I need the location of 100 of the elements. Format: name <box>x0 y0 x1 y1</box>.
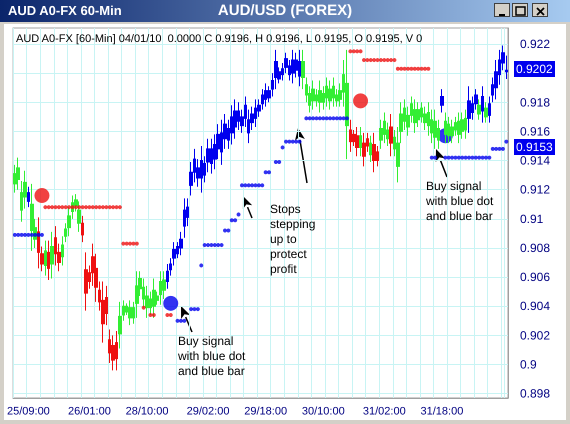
y-tick-label: 0.898 <box>520 386 550 401</box>
point <box>389 58 394 62</box>
point <box>74 205 78 210</box>
point <box>152 312 156 317</box>
text: 0.9202 <box>514 61 555 77</box>
candlestick <box>349 119 352 152</box>
point <box>121 242 126 246</box>
candlestick <box>115 330 118 371</box>
point <box>362 58 366 62</box>
point <box>46 205 51 210</box>
point <box>365 58 370 62</box>
y-tick-label: 0.912 <box>520 182 550 197</box>
point <box>87 205 92 210</box>
candlestick <box>477 98 481 120</box>
point <box>43 205 48 210</box>
y-tick-label: 0.914 <box>520 154 550 168</box>
point <box>412 66 417 71</box>
annotation: Stops stepping up to protect profit <box>270 202 316 277</box>
point <box>98 205 102 210</box>
candlestick <box>457 112 461 144</box>
candlestick <box>372 132 376 173</box>
point <box>56 205 61 210</box>
candlestick <box>179 231 183 256</box>
point <box>352 49 356 54</box>
y-tick-label: 0.918 <box>520 95 550 110</box>
x-tick-label: 31/02:00 <box>362 406 406 418</box>
candlestick <box>332 77 335 108</box>
candlestick <box>318 80 322 113</box>
point <box>90 205 95 210</box>
point <box>148 312 152 317</box>
x-tick-label: 31/18:00 <box>420 406 464 418</box>
x-tick-label: 26/01:00 <box>68 406 111 418</box>
candlestick <box>81 215 84 243</box>
point <box>54 205 58 210</box>
point <box>396 66 400 71</box>
point <box>368 58 373 62</box>
x-tick-label: 29/02:00 <box>186 406 230 418</box>
candlestick <box>152 278 156 318</box>
candlestick <box>264 82 267 108</box>
candlestick <box>359 126 362 157</box>
candlestick <box>30 183 34 252</box>
x-tick-label: 25/09:00 <box>6 406 50 418</box>
point <box>118 205 122 210</box>
candlestick <box>362 132 366 167</box>
candlestick <box>44 240 47 276</box>
point <box>378 58 383 62</box>
point <box>80 205 85 210</box>
x-tick-label: 29/18:00 <box>244 406 288 418</box>
y-tick-label: 0.908 <box>520 240 550 255</box>
candlestick <box>484 102 488 124</box>
candlestick <box>50 231 54 280</box>
point <box>64 205 68 210</box>
y-tick-label: 0.9 <box>520 357 538 372</box>
candlestick <box>328 80 332 110</box>
point <box>124 242 129 246</box>
point <box>409 66 414 71</box>
y-tick-label: 0.902 <box>520 328 550 342</box>
point <box>134 242 139 246</box>
point <box>406 66 410 71</box>
point <box>114 205 119 210</box>
point <box>386 58 390 62</box>
point <box>392 58 396 62</box>
point <box>108 205 112 210</box>
candlestick <box>433 109 437 150</box>
point <box>70 205 74 210</box>
candlestick <box>444 112 447 144</box>
candlestick <box>16 157 20 190</box>
candlestick <box>447 116 450 144</box>
candlestick <box>488 96 491 124</box>
chart-subtitle: AUD A0-FX [60-Min] 04/01/10 0.0000 C 0.9196, H 0.9196, L 0.9195, O 0.9195, V 0 <box>16 33 422 45</box>
point <box>422 66 427 71</box>
annotation: Buy signal with blue dot and blue bar <box>426 179 494 224</box>
candlestick <box>345 49 349 160</box>
candlestick <box>464 109 467 140</box>
y-tick-label: 0.904 <box>520 299 550 314</box>
point <box>100 205 105 210</box>
candlestick <box>467 86 471 134</box>
candlestick <box>200 145 203 194</box>
point <box>358 49 363 54</box>
candlestick <box>210 138 213 174</box>
point <box>128 242 132 246</box>
point <box>111 205 116 210</box>
candlestick <box>440 88 444 113</box>
candlestick <box>389 113 393 157</box>
point <box>34 188 50 204</box>
candlestick <box>84 252 88 312</box>
point <box>84 205 88 210</box>
point <box>131 242 136 246</box>
chart-title: AUD/USD (FOREX) <box>218 2 352 19</box>
candlestick <box>325 77 328 108</box>
candlestick <box>118 301 122 349</box>
point <box>60 205 64 210</box>
text: 0.9153 <box>514 139 555 155</box>
candlestick <box>311 80 315 110</box>
candlestick <box>291 49 295 84</box>
point <box>77 205 82 210</box>
y-tick-label: 0.906 <box>520 270 550 284</box>
annotation: Buy signal with blue dot and blue bar <box>178 334 246 379</box>
point <box>50 205 54 210</box>
y-tick-label: 0.922 <box>520 37 550 52</box>
